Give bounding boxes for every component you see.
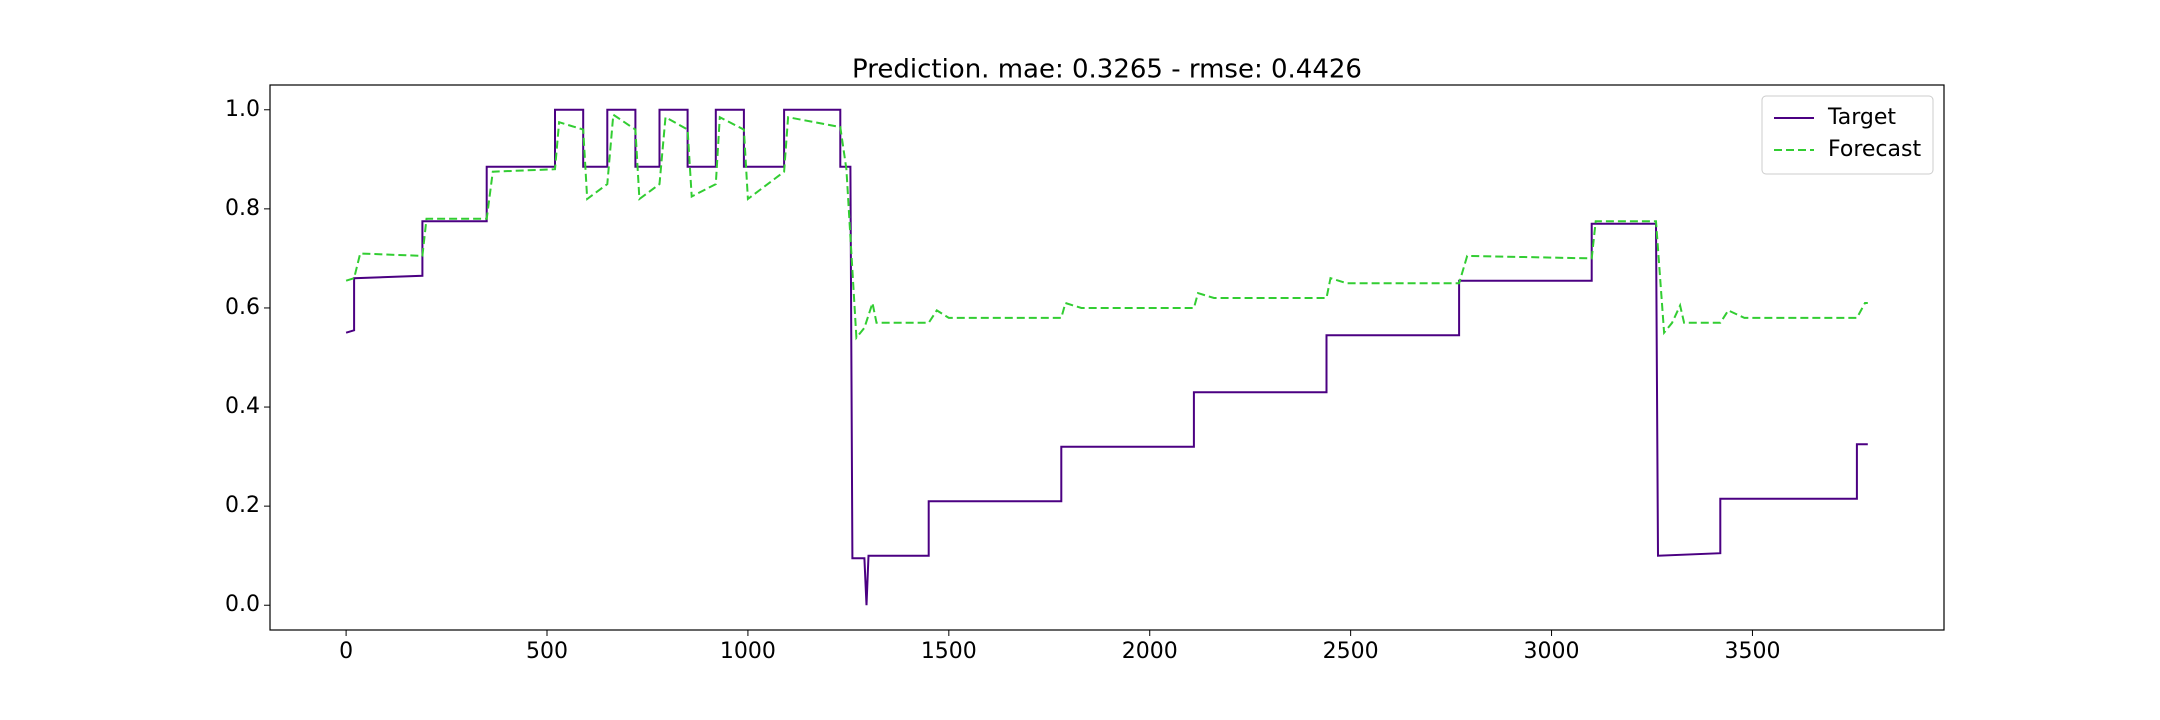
series-line [345,108,1868,606]
legend-label: Target [1827,105,1896,130]
y-tick-label: 1.0 [225,97,260,122]
x-tick-label: 2000 [1122,639,1178,664]
x-tick-label: 2500 [1323,639,1379,664]
chart-title: Prediction. mae: 0.3265 - rmse: 0.4426 [852,55,1362,85]
y-tick-label: 0.2 [225,493,260,518]
series-line [345,112,1868,341]
x-tick-label: 1500 [921,639,977,664]
x-tick-label: 500 [526,639,568,664]
y-tick-label: 0.4 [225,394,260,419]
legend-box [1761,95,1934,175]
plot-frame [269,84,1945,631]
y-tick-label: 0.0 [225,592,260,617]
x-tick-label: 3000 [1524,639,1580,664]
x-tick-label: 0 [339,639,353,664]
y-tick-label: 0.8 [225,196,260,221]
y-tick-label: 0.6 [225,295,260,320]
x-tick-label: 3500 [1724,639,1780,664]
legend-label: Forecast [1828,137,1921,162]
x-tick-label: 1000 [720,639,776,664]
